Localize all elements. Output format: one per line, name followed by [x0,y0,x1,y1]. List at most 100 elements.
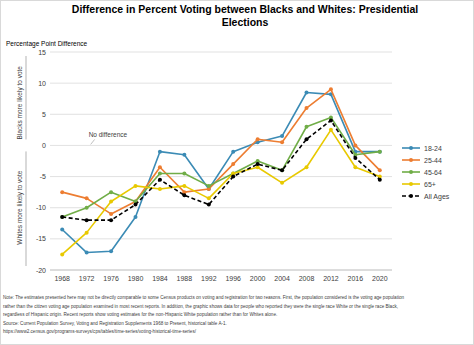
marker [85,231,89,235]
marker [60,190,64,194]
legend-marker [409,194,413,198]
marker [329,119,333,123]
marker [256,137,260,141]
y-tick-label: 5 [42,111,46,118]
x-tick-label: 1992 [201,275,217,282]
x-tick-label: 1976 [103,275,119,282]
note: https://www2.census.gov/programs-surveys… [3,329,197,334]
note: rather than the citizen voting age popul… [3,304,398,309]
marker [378,150,382,154]
marker [85,196,89,200]
series-line [62,121,380,221]
marker [182,193,186,197]
marker [231,162,235,166]
marker [109,190,113,194]
legend-marker [409,182,413,186]
x-tick-label: 1980 [128,275,144,282]
x-tick-label: 1972 [79,275,95,282]
legend-label: 45-64 [424,169,442,176]
grid [50,52,392,270]
marker [182,171,186,175]
title: Elections [222,16,269,28]
x-axis [50,270,392,271]
marker [85,251,89,255]
leader-line [91,139,95,144]
marker [378,150,382,154]
y-tick-label: -5 [40,173,46,180]
marker [305,90,309,94]
marker [85,218,89,222]
marker [329,87,333,91]
x-tick-label: 1988 [177,275,193,282]
marker [305,106,309,110]
x-tick-label: 2004 [274,275,290,282]
marker [134,215,138,219]
marker [207,196,211,200]
marker [305,165,309,169]
y-tick-label: 15 [38,49,46,56]
marker [134,203,138,207]
marker [231,150,235,154]
note: Source: Current Population Survey, Votin… [3,321,227,326]
marker [353,156,357,160]
marker [109,218,113,222]
marker [158,171,162,175]
marker [60,228,64,232]
marker [280,181,284,185]
marker [109,199,113,203]
marker [158,150,162,154]
x-tick-label: 2000 [250,275,266,282]
grid-line [50,114,392,115]
marker [207,184,211,188]
marker [60,215,64,219]
grid-line [50,52,392,53]
marker [280,168,284,172]
marker [280,140,284,144]
marker [182,153,186,157]
marker [85,206,89,210]
annotation: No difference [89,131,128,138]
series-line [62,89,380,214]
note: Note: The estimates presented here may n… [3,295,405,300]
marker [182,184,186,188]
x-tick-label: 2016 [348,275,364,282]
arrow [26,56,27,139]
marker [158,165,162,169]
y-tick-label: 10 [38,80,46,87]
marker [305,125,309,129]
grid-line [50,83,392,84]
y-tick-label: 0 [42,142,46,149]
marker [280,168,284,172]
legend-marker [409,170,413,174]
legend-marker [409,158,413,162]
legend-label: All Ages [424,193,450,201]
marker [60,215,64,219]
grid-line [50,270,392,271]
marker [353,165,357,169]
marker [231,175,235,179]
series-line [62,92,380,252]
background [1,1,474,345]
x-tick-label: 2012 [323,275,339,282]
marker [280,134,284,138]
x-tick-label: 1968 [54,275,70,282]
series-line [62,130,380,255]
y-tick-label: -15 [36,235,46,242]
marker [256,162,260,166]
y-tick-label: -10 [36,204,46,211]
legend-label: 25-44 [424,157,442,164]
title: Difference in Percent Voting between Bla… [72,3,418,15]
y-tick-label: -20 [36,267,46,274]
marker [158,178,162,182]
x-tick-label: 1984 [152,275,168,282]
marker [109,249,113,253]
annotation: Whites more likely to vote [16,170,24,244]
marker [134,184,138,188]
marker [378,178,382,182]
marker [60,252,64,256]
series-group [60,87,382,256]
x-tick-label: 1996 [225,275,241,282]
marker [305,137,309,141]
arrow [26,151,27,266]
x-tick-label: 2008 [299,275,315,282]
